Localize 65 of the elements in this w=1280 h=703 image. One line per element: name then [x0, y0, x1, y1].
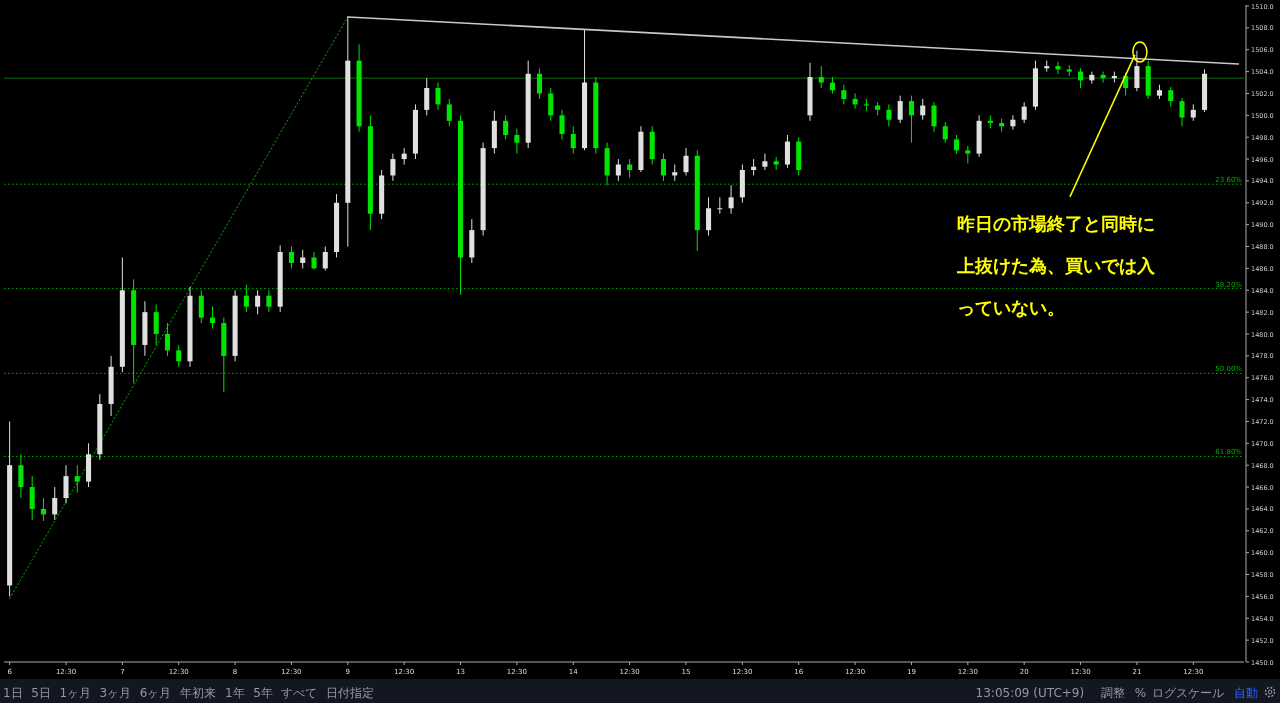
candlestick: [300, 249, 306, 269]
candlestick: [762, 153, 768, 171]
candlestick: [435, 82, 441, 111]
candlestick: [615, 158, 621, 182]
candlestick: [548, 87, 554, 122]
candlestick: [1179, 97, 1185, 127]
candlestick: [74, 464, 80, 494]
candlestick: [784, 134, 790, 169]
candlestick: [176, 344, 182, 368]
candlestick: [446, 98, 452, 127]
text: 13:05:09 (UTC+9): [975, 686, 1085, 700]
text: 年初来: [180, 686, 216, 700]
candlestick: [1055, 61, 1061, 75]
candlestick: [954, 134, 960, 155]
candlestick: [931, 101, 937, 133]
candlestick: [255, 289, 261, 315]
candlestick: [920, 98, 926, 121]
candlestick: [288, 246, 294, 269]
candlestick: [942, 121, 948, 144]
candlestick: [897, 95, 903, 124]
text: ログスケール: [1152, 686, 1224, 700]
text: 自動: [1234, 686, 1258, 700]
text: 調整: [1100, 686, 1125, 700]
candlestick: [728, 184, 734, 215]
candlestick: [198, 289, 204, 324]
candlestick: [63, 464, 69, 504]
candlestick: [243, 284, 249, 313]
candlestick: [424, 77, 430, 116]
candlestick: [706, 196, 712, 237]
text: 5日: [31, 686, 51, 700]
text: 1日: [3, 686, 23, 700]
text: 日付指定: [326, 686, 375, 700]
candlestick: [841, 84, 847, 105]
candlestick: [322, 246, 328, 272]
candlestick: [52, 486, 58, 521]
candlestick: [266, 289, 272, 313]
candlestick: [536, 67, 542, 100]
text: 1年: [225, 686, 245, 700]
candlestick: [1010, 114, 1016, 131]
text: 5年: [253, 686, 273, 700]
candlestick: [1021, 101, 1027, 124]
candlestick: [1168, 86, 1174, 108]
candlestick: [886, 103, 892, 127]
text: %: [1134, 686, 1147, 700]
candlestick: [1078, 67, 1084, 89]
candlestick: [818, 65, 824, 89]
candlestick: [503, 114, 509, 140]
candlestick: [18, 453, 24, 499]
candlestick: [1134, 50, 1140, 92]
candlestick: [164, 322, 170, 357]
candlestick: [660, 153, 666, 182]
candlestick: [390, 153, 396, 182]
text: 6ヶ月: [139, 686, 172, 700]
annotation: 昨日の市場終了と同時に上抜けた為、買いでは入っていない。: [955, 212, 1156, 318]
text: 1ヶ月: [59, 686, 92, 700]
candlestick: [570, 125, 576, 155]
candlestick: [153, 303, 159, 346]
candlestick: [908, 95, 914, 144]
text: すべて: [281, 686, 318, 700]
text: 3ヶ月: [99, 686, 132, 700]
candlestick: [717, 196, 723, 215]
candlestick: [29, 475, 35, 521]
candlestick: [683, 147, 689, 176]
candlestick: [559, 109, 565, 140]
candlestick: [514, 127, 520, 155]
